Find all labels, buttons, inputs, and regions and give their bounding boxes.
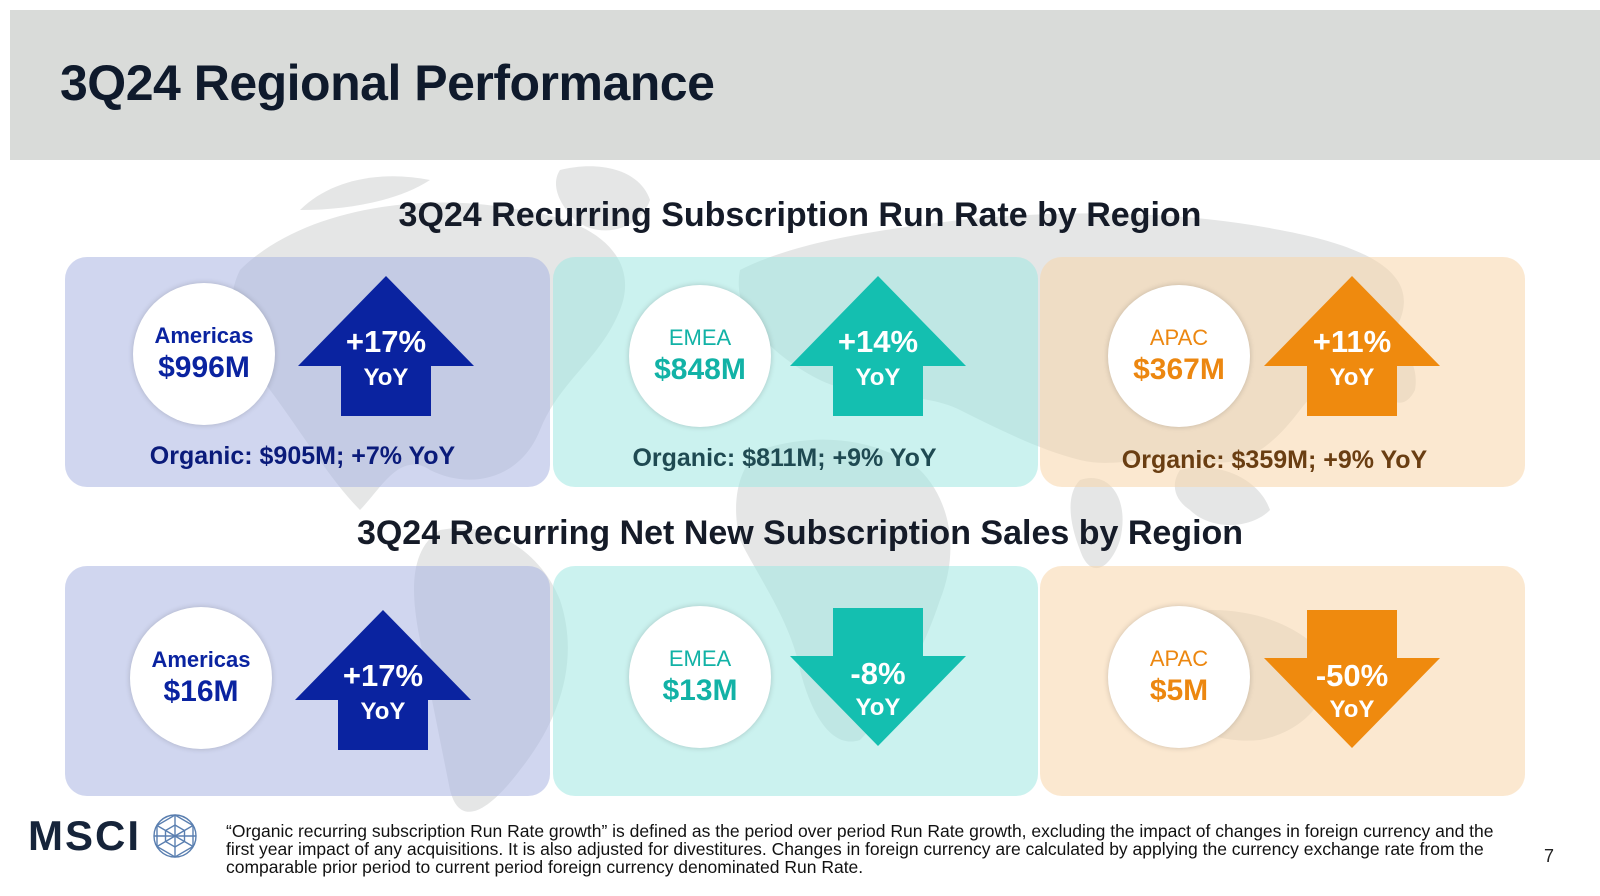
- yoy-label: YoY: [855, 364, 901, 391]
- net-new-section-title: 3Q24 Recurring Net New Subscription Sale…: [356, 514, 1244, 552]
- run-rate-emea-circle: EMEA $848M: [629, 285, 771, 427]
- yoy-label: YoY: [1329, 696, 1375, 723]
- region-name: Americas: [154, 323, 254, 348]
- arrow-up-icon: [298, 276, 474, 416]
- arrow-up-icon: [790, 276, 966, 416]
- yoy-change-value: +17%: [342, 658, 424, 693]
- yoy-change-value: +11%: [1312, 324, 1392, 359]
- yoy-change-value: +17%: [345, 324, 427, 359]
- page-number: 7: [1544, 846, 1555, 866]
- yoy-change-value: -8%: [850, 656, 906, 691]
- run-rate-section-title: 3Q24 Recurring Subscription Run Rate by …: [398, 196, 1202, 234]
- run-rate-americas-organic: Organic: $905M; +7% YoY: [149, 442, 456, 470]
- run-rate-apac-circle: APAC $367M: [1108, 285, 1250, 427]
- region-value: $5M: [1149, 674, 1209, 707]
- region-value: $848M: [654, 353, 746, 386]
- arrow-down-icon: [1264, 610, 1440, 748]
- arrow-down-icon: [790, 608, 966, 746]
- region-name: APAC: [1149, 646, 1209, 671]
- yoy-change-value: -50%: [1315, 658, 1389, 693]
- region-value: $367M: [1133, 353, 1225, 386]
- run-rate-emea-organic: Organic: $811M; +9% YoY: [632, 444, 937, 472]
- region-value: $996M: [158, 351, 250, 384]
- arrow-up-icon: [295, 610, 471, 750]
- region-value: $16M: [163, 675, 239, 708]
- page-title: 3Q24 Regional Performance: [60, 55, 715, 111]
- yoy-label: YoY: [1329, 364, 1375, 391]
- region-name: EMEA: [668, 325, 732, 350]
- net-new-emea-circle: EMEA $13M: [629, 606, 771, 748]
- region-name: EMEA: [668, 646, 732, 671]
- msci-logo: MSCI: [28, 810, 199, 862]
- yoy-change-value: +14%: [837, 324, 919, 359]
- yoy-label: YoY: [360, 698, 406, 725]
- slide-header: 3Q24 Regional Performance: [10, 10, 1600, 160]
- arrow-up-icon: [1264, 276, 1440, 416]
- run-rate-americas-arrow: +17% YoY: [296, 276, 476, 421]
- run-rate-emea-arrow: +14% YoY: [788, 276, 968, 421]
- net-new-emea-arrow: -8% YoY: [788, 606, 968, 751]
- run-rate-americas-circle: Americas $996M: [133, 283, 275, 425]
- region-name: Americas: [151, 647, 251, 672]
- net-new-apac-arrow: -50% YoY: [1262, 608, 1442, 753]
- run-rate-apac-arrow: +11% YoY: [1262, 276, 1442, 421]
- logo-text: MSCI: [28, 812, 141, 859]
- region-name: APAC: [1149, 325, 1209, 350]
- net-new-apac-circle: APAC $5M: [1108, 606, 1250, 748]
- globe-grid-icon: [153, 814, 197, 858]
- footnote: “Organic recurring subscription Run Rate…: [226, 821, 1494, 877]
- yoy-label: YoY: [363, 364, 409, 391]
- net-new-americas-arrow: +17% YoY: [293, 610, 473, 755]
- net-new-americas-circle: Americas $16M: [130, 607, 272, 749]
- run-rate-apac-organic: Organic: $359M; +9% YoY: [1121, 446, 1428, 474]
- region-value: $13M: [662, 674, 738, 707]
- yoy-label: YoY: [855, 694, 901, 721]
